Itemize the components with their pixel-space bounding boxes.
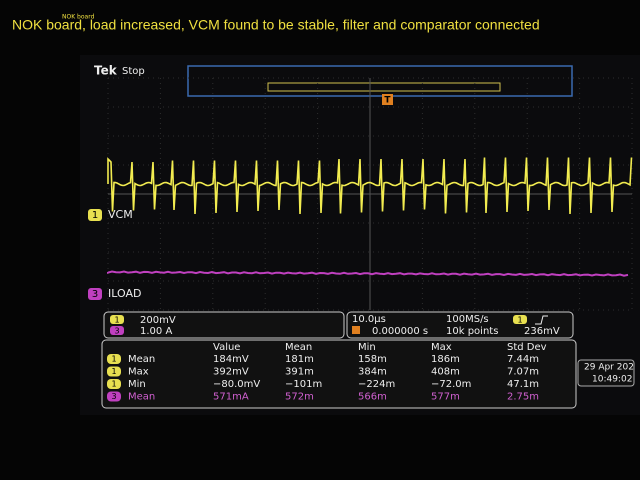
cell: −80.0mV (213, 379, 260, 390)
record-view (187, 65, 573, 97)
ch3-trace (107, 270, 629, 277)
row-channel: 1 (111, 380, 116, 389)
cell: 181m (285, 354, 314, 365)
trigger-marker: T (384, 96, 391, 106)
ch3-scale: 1.00 A (140, 326, 172, 337)
trigger-marker-box (382, 94, 393, 105)
cell: 572m (285, 392, 314, 403)
ch1-number: 1 (92, 210, 98, 221)
row-chip (107, 379, 121, 389)
measurement-panel (101, 339, 577, 409)
cell: −72.0m (431, 379, 471, 390)
record-length: 10k points (446, 326, 498, 337)
trigger-chip (513, 315, 527, 324)
row-name: Mean (128, 354, 155, 365)
trigger-channel: 1 (517, 316, 522, 325)
time: 10:49:02 (592, 375, 632, 385)
date: 29 Apr 202 (584, 363, 634, 373)
row-name: Mean (128, 392, 155, 403)
column-header: Max (431, 342, 452, 353)
column-header: Value (213, 342, 240, 353)
row-channel: 3 (111, 392, 116, 401)
cell: 384m (358, 367, 387, 378)
column-header: Std Dev (507, 342, 547, 353)
ch1-scale: 200mV (140, 315, 176, 326)
sample-rate: 100MS/s (446, 314, 489, 325)
ch1-marker (88, 209, 102, 221)
run-state: Stop (122, 66, 145, 77)
cell: 7.44m (507, 354, 539, 365)
row-chip (107, 366, 121, 377)
horizontal-position: 0.000000 s (372, 326, 428, 337)
horizontal-scale: 10.0µs (352, 314, 386, 325)
row-name: Min (128, 379, 146, 390)
cell: 184mV (213, 354, 249, 365)
caption: NOK board, load increased, VCM found to … (12, 17, 540, 33)
row-chip (107, 391, 121, 402)
cell: 392mV (213, 367, 249, 378)
row-channel: 1 (111, 367, 116, 376)
cell: 571mA (213, 392, 249, 403)
cell: −224m (358, 379, 395, 390)
brand: Tek (94, 64, 118, 78)
ch3-chip (110, 326, 124, 335)
cell: −101m (285, 379, 322, 390)
channel-panel (103, 311, 345, 339)
cell: 186m (431, 354, 460, 365)
trigger-level: 236mV (524, 326, 560, 337)
caption-small: NOK board (62, 14, 95, 21)
cell: 7.07m (507, 367, 539, 378)
cell: 577m (431, 392, 460, 403)
clock-panel (577, 359, 635, 387)
position-icon (352, 326, 360, 334)
ch1-trace (107, 157, 633, 215)
row-channel: 1 (111, 355, 116, 364)
column-header: Min (358, 342, 376, 353)
ch3-chip-number: 3 (114, 327, 119, 336)
row-chip (107, 354, 121, 364)
trigger-slope-icon (535, 315, 548, 325)
cell: 158m (358, 354, 387, 365)
ch3-marker (88, 288, 102, 300)
cell: 566m (358, 392, 387, 403)
record-window (267, 82, 501, 92)
ch1-chip-number: 1 (114, 316, 119, 325)
column-header: Mean (285, 342, 312, 353)
ch1-label: VCM (108, 208, 133, 221)
row-name: Max (128, 367, 149, 378)
cell: 2.75m (507, 392, 539, 403)
ch3-number: 3 (92, 289, 98, 300)
cell: 47.1m (507, 379, 539, 390)
cell: 408m (431, 367, 460, 378)
ch3-label: ILOAD (108, 287, 141, 300)
ch1-chip (110, 315, 124, 324)
cell: 391m (285, 367, 314, 378)
